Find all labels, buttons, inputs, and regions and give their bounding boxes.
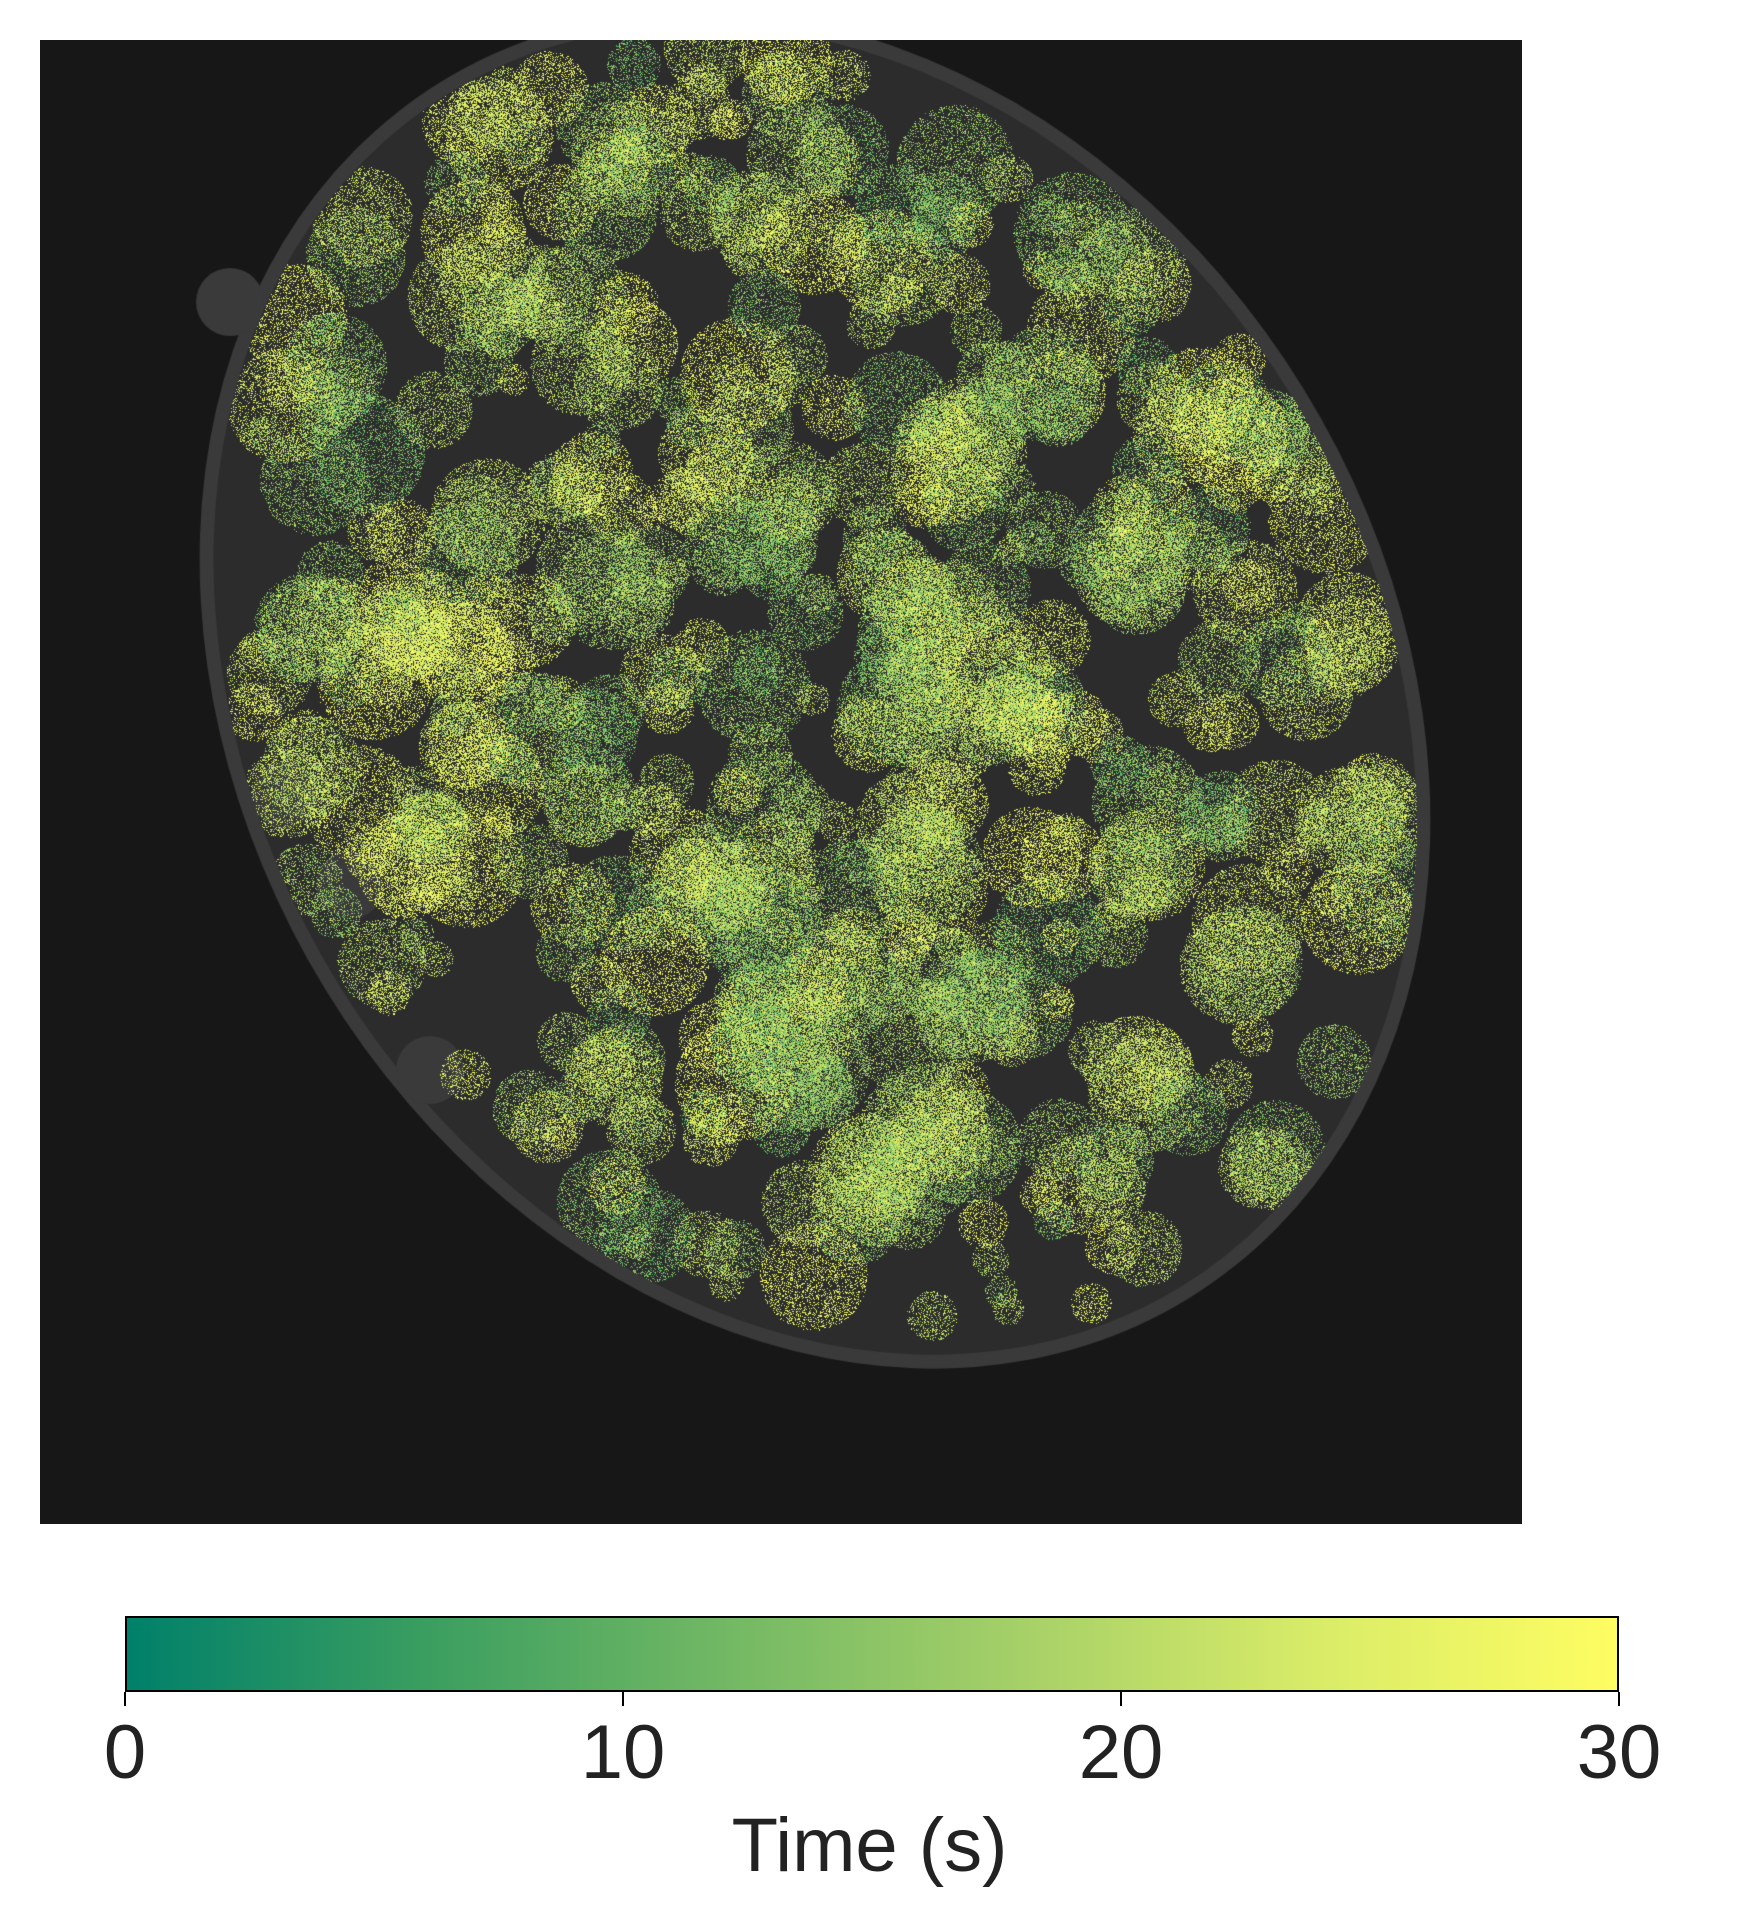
colorbar-tick bbox=[1120, 1692, 1122, 1706]
colorbar-tick-label: 0 bbox=[103, 1710, 147, 1795]
colorbar-tick-label: 10 bbox=[580, 1710, 666, 1795]
colorbar-tick-label: 30 bbox=[1576, 1710, 1662, 1795]
colorbar-tick bbox=[1618, 1692, 1620, 1706]
colorbar-label: Time (s) bbox=[731, 1803, 1008, 1888]
colorbar-tick bbox=[622, 1692, 624, 1706]
image-panel bbox=[40, 40, 1522, 1524]
colorbar-tick-label: 20 bbox=[1078, 1710, 1164, 1795]
cell-time-map bbox=[40, 40, 1522, 1524]
colorbar bbox=[125, 1616, 1619, 1692]
colorbar-tick bbox=[124, 1692, 126, 1706]
